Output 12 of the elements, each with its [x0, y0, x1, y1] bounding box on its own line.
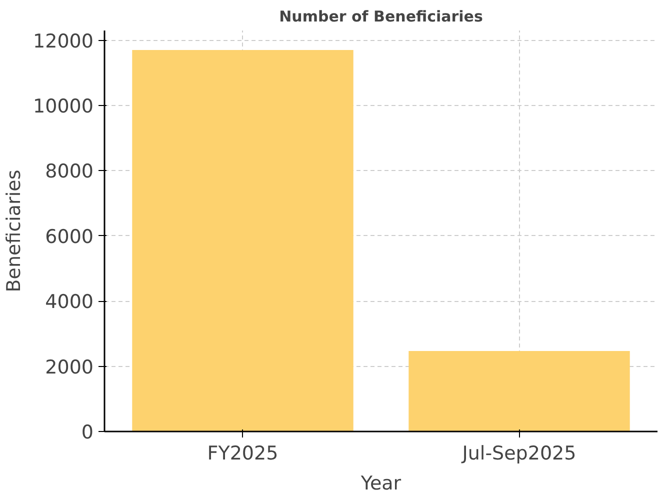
y-tick-label: 10000 — [33, 95, 94, 118]
y-tick-label: 12000 — [33, 30, 94, 52]
y-tick-label: 6000 — [45, 226, 94, 248]
x-tick-label: FY2025 — [207, 442, 278, 464]
chart-title: Number of Beneficiaries — [279, 8, 483, 26]
y-tick-label: 2000 — [45, 356, 94, 378]
y-axis-title: Beneficiaries — [3, 170, 26, 292]
x-tick-label: Jul-Sep2025 — [461, 442, 576, 464]
x-axis-title: Year — [360, 472, 402, 494]
y-tick-label: 0 — [81, 422, 94, 444]
y-tick-label: 4000 — [45, 291, 94, 314]
y-tick-label: 8000 — [45, 160, 94, 183]
